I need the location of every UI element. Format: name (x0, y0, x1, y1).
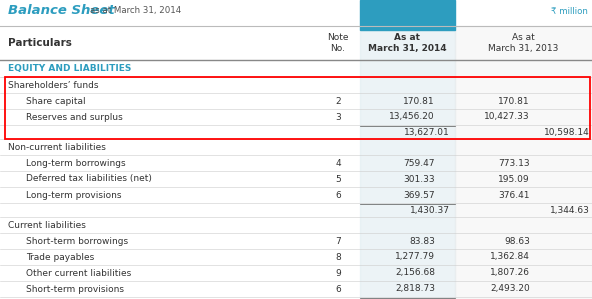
Text: 301.33: 301.33 (403, 175, 435, 184)
Text: 13,627.01: 13,627.01 (404, 127, 450, 137)
Text: 195.09: 195.09 (498, 175, 530, 184)
Text: 8: 8 (335, 252, 341, 262)
Text: 376.41: 376.41 (498, 190, 530, 199)
Text: 2,156.68: 2,156.68 (395, 269, 435, 277)
Text: 1,362.84: 1,362.84 (490, 252, 530, 262)
Text: 2,818.73: 2,818.73 (395, 285, 435, 294)
Text: Trade payables: Trade payables (26, 252, 94, 262)
Text: 4: 4 (335, 158, 341, 167)
Text: Other current liabilities: Other current liabilities (26, 269, 131, 277)
Text: 6: 6 (335, 190, 341, 199)
Text: Shareholders’ funds: Shareholders’ funds (8, 80, 98, 89)
Text: EQUITY AND LIABILITIES: EQUITY AND LIABILITIES (8, 64, 131, 73)
Text: 7: 7 (335, 237, 341, 245)
Bar (455, 26, 592, 299)
Text: 1,277.79: 1,277.79 (395, 252, 435, 262)
Text: 5: 5 (335, 175, 341, 184)
Text: Short-term provisions: Short-term provisions (26, 285, 124, 294)
Text: 3: 3 (335, 112, 341, 121)
Text: Deferred tax liabilities (net): Deferred tax liabilities (net) (26, 175, 152, 184)
Text: 10,598.14: 10,598.14 (544, 127, 590, 137)
Text: Short-term borrowings: Short-term borrowings (26, 237, 128, 245)
Text: 1,430.37: 1,430.37 (410, 205, 450, 214)
Text: 1,344.63: 1,344.63 (550, 205, 590, 214)
Text: Note
No.: Note No. (327, 33, 349, 53)
Text: Share capital: Share capital (26, 97, 86, 106)
Text: 9: 9 (335, 269, 341, 277)
Bar (5, 77, 590, 139)
Text: Reserves and surplus: Reserves and surplus (26, 112, 123, 121)
Text: As at
March 31, 2014: As at March 31, 2014 (368, 33, 447, 53)
Text: 83.83: 83.83 (409, 237, 435, 245)
Text: 2,493.20: 2,493.20 (490, 285, 530, 294)
Text: 773.13: 773.13 (498, 158, 530, 167)
Bar (360, 30, 455, 299)
Text: Long-term borrowings: Long-term borrowings (26, 158, 126, 167)
Text: 10,427.33: 10,427.33 (484, 112, 530, 121)
Text: Balance Sheet: Balance Sheet (8, 4, 115, 18)
Text: 6: 6 (335, 285, 341, 294)
Text: as at March 31, 2014: as at March 31, 2014 (90, 7, 181, 16)
Text: 369.57: 369.57 (403, 190, 435, 199)
Text: ₹ million: ₹ million (551, 7, 588, 16)
Text: Current liabilities: Current liabilities (8, 220, 86, 230)
Text: Long-term provisions: Long-term provisions (26, 190, 121, 199)
Text: 170.81: 170.81 (403, 97, 435, 106)
Text: 170.81: 170.81 (498, 97, 530, 106)
Text: 1,807.26: 1,807.26 (490, 269, 530, 277)
Bar (360, 0, 455, 30)
Text: 759.47: 759.47 (404, 158, 435, 167)
Text: 2: 2 (335, 97, 341, 106)
Text: As at
March 31, 2013: As at March 31, 2013 (488, 33, 559, 53)
Text: 13,456.20: 13,456.20 (390, 112, 435, 121)
Text: Non-current liabilities: Non-current liabilities (8, 143, 106, 152)
Text: 98.63: 98.63 (504, 237, 530, 245)
Text: Particulars: Particulars (8, 38, 72, 48)
